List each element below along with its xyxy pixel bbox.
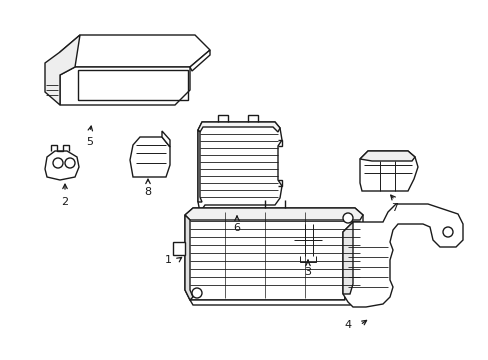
Text: 4: 4 bbox=[344, 320, 351, 330]
Polygon shape bbox=[190, 290, 359, 305]
Polygon shape bbox=[184, 208, 362, 300]
Polygon shape bbox=[173, 242, 184, 255]
Polygon shape bbox=[45, 151, 79, 180]
Text: 2: 2 bbox=[61, 197, 68, 207]
Circle shape bbox=[65, 158, 75, 168]
Polygon shape bbox=[45, 35, 80, 105]
Polygon shape bbox=[190, 50, 209, 71]
Polygon shape bbox=[162, 131, 170, 147]
Circle shape bbox=[342, 213, 352, 223]
Text: 6: 6 bbox=[233, 223, 240, 233]
Polygon shape bbox=[184, 208, 362, 220]
Polygon shape bbox=[289, 224, 325, 256]
Polygon shape bbox=[359, 151, 417, 191]
Polygon shape bbox=[60, 67, 190, 105]
Polygon shape bbox=[359, 151, 414, 161]
Polygon shape bbox=[198, 122, 282, 212]
Polygon shape bbox=[130, 137, 170, 177]
Circle shape bbox=[192, 288, 202, 298]
Text: 5: 5 bbox=[86, 137, 93, 147]
Circle shape bbox=[442, 227, 452, 237]
Polygon shape bbox=[342, 204, 462, 307]
Text: 3: 3 bbox=[304, 267, 311, 277]
Polygon shape bbox=[342, 222, 352, 294]
Polygon shape bbox=[184, 215, 193, 300]
Circle shape bbox=[53, 158, 63, 168]
Polygon shape bbox=[198, 122, 280, 132]
Polygon shape bbox=[60, 35, 209, 67]
Text: 8: 8 bbox=[144, 187, 151, 197]
Text: 1: 1 bbox=[164, 255, 171, 265]
Polygon shape bbox=[198, 130, 202, 202]
Text: 7: 7 bbox=[390, 203, 398, 213]
